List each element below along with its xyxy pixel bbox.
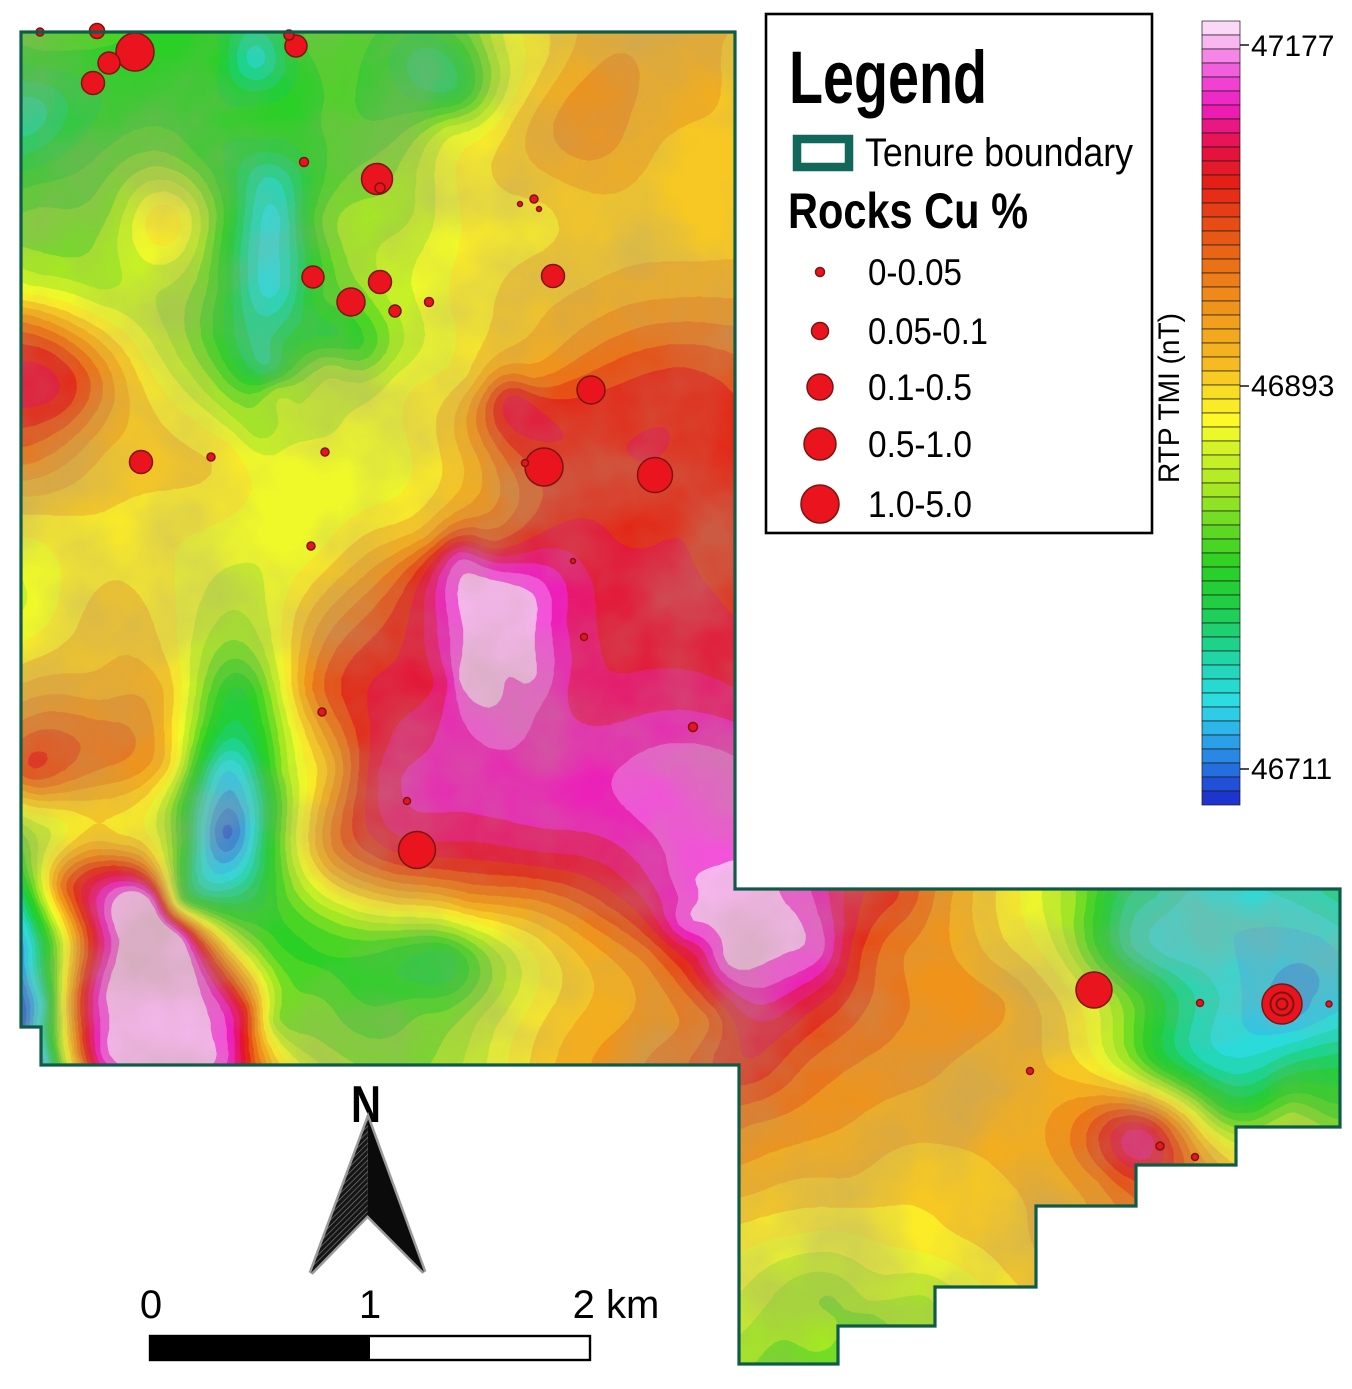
- svg-text:0.5-1.0: 0.5-1.0: [868, 424, 972, 465]
- svg-text:1.0-5.0: 1.0-5.0: [868, 484, 972, 525]
- svg-text:0-0.05: 0-0.05: [868, 252, 962, 293]
- svg-text:RTP TMI (nT): RTP TMI (nT): [1153, 313, 1186, 483]
- svg-text:0.05-0.1: 0.05-0.1: [868, 311, 988, 352]
- svg-text:46893: 46893: [1251, 370, 1334, 403]
- svg-text:47177: 47177: [1251, 30, 1334, 63]
- svg-text:Tenure boundary: Tenure boundary: [865, 131, 1133, 175]
- svg-text:2 km: 2 km: [573, 1283, 660, 1327]
- svg-text:0: 0: [140, 1283, 162, 1327]
- svg-text:46711: 46711: [1251, 753, 1332, 786]
- svg-text:Legend: Legend: [789, 36, 987, 119]
- svg-text:1: 1: [359, 1283, 381, 1327]
- svg-text:0.1-0.5: 0.1-0.5: [868, 367, 972, 408]
- svg-text:Rocks Cu %: Rocks Cu %: [788, 183, 1028, 239]
